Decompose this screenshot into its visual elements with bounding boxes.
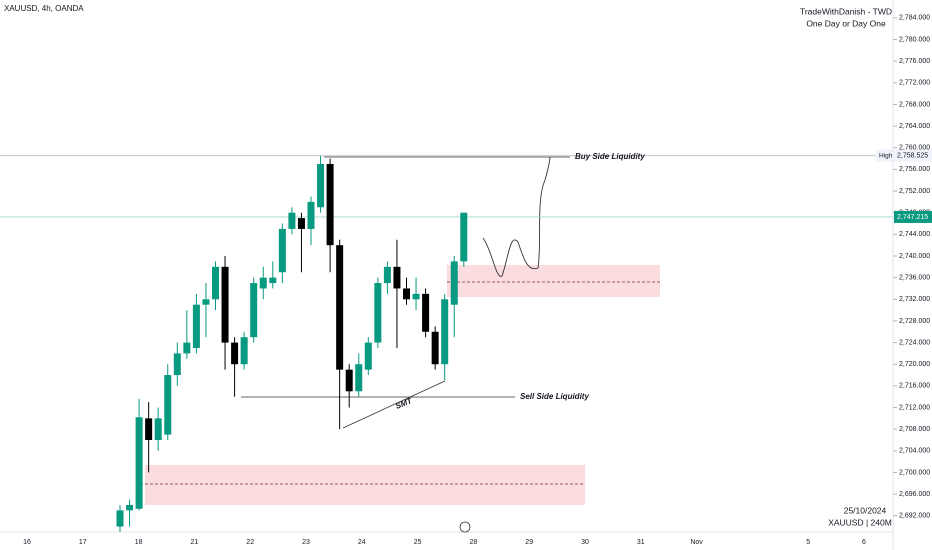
x-tick-label: 17 <box>79 539 87 546</box>
y-tick-label: 2,784.000 <box>899 15 930 22</box>
candle-body <box>383 266 391 284</box>
candle-body <box>231 342 239 365</box>
zone <box>145 465 585 505</box>
candle-body <box>250 283 258 338</box>
x-tick-label: 25 <box>414 539 422 546</box>
x-tick-label: 24 <box>358 539 366 546</box>
smt-line <box>342 380 446 429</box>
candle-body <box>450 261 458 305</box>
candle-body <box>145 418 153 440</box>
x-tick-label: 5 <box>806 539 810 546</box>
x-tick-label: 22 <box>246 539 254 546</box>
candle-body <box>269 277 277 284</box>
y-tick-label: 2,696.000 <box>899 491 930 498</box>
candle-body <box>126 504 134 511</box>
zone <box>447 265 660 297</box>
x-tick-label: 30 <box>581 539 589 546</box>
y-tick-label: 2,740.000 <box>899 253 930 260</box>
price-label: 2,758.525 <box>897 153 928 160</box>
candle-body <box>297 218 305 229</box>
candle-body <box>259 277 267 289</box>
y-tick-label: 2,716.000 <box>899 383 930 390</box>
candle-body <box>202 299 210 305</box>
y-tick-label: 2,728.000 <box>899 318 930 325</box>
candle-body <box>173 353 181 376</box>
chart-title: XAUUSD, 4h, OANDA <box>4 4 84 13</box>
x-tick-label: 31 <box>637 539 645 546</box>
candle-body <box>240 337 248 365</box>
x-tick-label: 28 <box>470 539 478 546</box>
candle-body <box>326 163 334 246</box>
y-tick-label: 2,724.000 <box>899 339 930 346</box>
projection-path <box>482 156 551 277</box>
y-tick-label: 2,704.000 <box>899 448 930 455</box>
y-tick-label: 2,768.000 <box>899 101 930 108</box>
candle-body <box>355 364 363 392</box>
logo <box>459 521 471 533</box>
author: TradeWithDanish - TWD <box>800 6 892 16</box>
candle-body <box>192 304 200 348</box>
candle-body <box>441 299 449 365</box>
annotation: Sell Side Liquidity <box>520 392 589 401</box>
candle-body <box>116 510 124 527</box>
candle-body <box>212 266 219 300</box>
x-tick-label: 6 <box>862 539 866 546</box>
y-tick-label: 2,720.000 <box>899 361 930 368</box>
candle-body <box>317 163 325 208</box>
y-tick-label: 2,772.000 <box>899 80 930 87</box>
y-tick-label: 2,744.000 <box>899 231 930 238</box>
candle-body <box>307 201 315 229</box>
price-label: 2,747.215 <box>897 214 928 221</box>
subtitle: One Day or Day One <box>806 18 886 28</box>
candle-body <box>431 331 439 365</box>
candle-body <box>393 266 401 289</box>
candle-body <box>183 342 191 354</box>
candle-body <box>336 245 344 370</box>
candle-body <box>154 418 162 440</box>
x-tick-label: 21 <box>191 539 199 546</box>
y-tick-label: 2,700.000 <box>899 469 930 476</box>
date: 25/10/2024 <box>844 505 887 515</box>
candle-body <box>412 293 420 300</box>
candle-body <box>403 288 410 300</box>
candle-body <box>164 375 172 435</box>
candle-body <box>221 266 229 343</box>
candle-body <box>278 228 286 273</box>
x-tick-label: 23 <box>302 539 310 546</box>
candle-body <box>422 293 430 332</box>
x-tick-label: Nov <box>690 539 703 546</box>
candle-body <box>345 369 353 392</box>
y-tick-label: 2,736.000 <box>899 274 930 281</box>
high-label: High <box>879 152 893 159</box>
candle-body <box>374 283 382 343</box>
y-tick-label: 2,776.000 <box>899 58 930 65</box>
plot: 2,692.000 2,696.000 2,700.000 2,704.000 2,70… <box>0 15 932 546</box>
y-tick-label: 2,752.000 <box>899 188 930 195</box>
candle-body <box>364 342 372 370</box>
y-tick-label: 2,764.000 <box>899 123 930 130</box>
annotation: Buy Side Liquidity <box>575 152 645 161</box>
y-tick-label: 2,780.000 <box>899 36 930 43</box>
high-box <box>876 149 893 162</box>
y-tick-label: 2,712.000 <box>899 404 930 411</box>
y-tick-label: 2,760.000 <box>899 145 930 152</box>
footer: XAUUSD | 240M <box>828 517 892 527</box>
x-tick-label: 29 <box>525 539 533 546</box>
y-tick-label: 2,708.000 <box>899 426 930 433</box>
candle-body <box>135 417 143 509</box>
price-label-box <box>894 149 932 162</box>
candle-body <box>288 212 296 229</box>
y-tick-label: 2,732.000 <box>899 296 930 303</box>
y-tick-label: 2,756.000 <box>899 166 930 173</box>
price-label-box <box>894 210 932 223</box>
x-tick-label: 18 <box>135 539 143 546</box>
candle-body <box>460 212 468 262</box>
y-tick-label: 2,692.000 <box>899 513 930 520</box>
x-tick-label: 16 <box>23 539 31 546</box>
